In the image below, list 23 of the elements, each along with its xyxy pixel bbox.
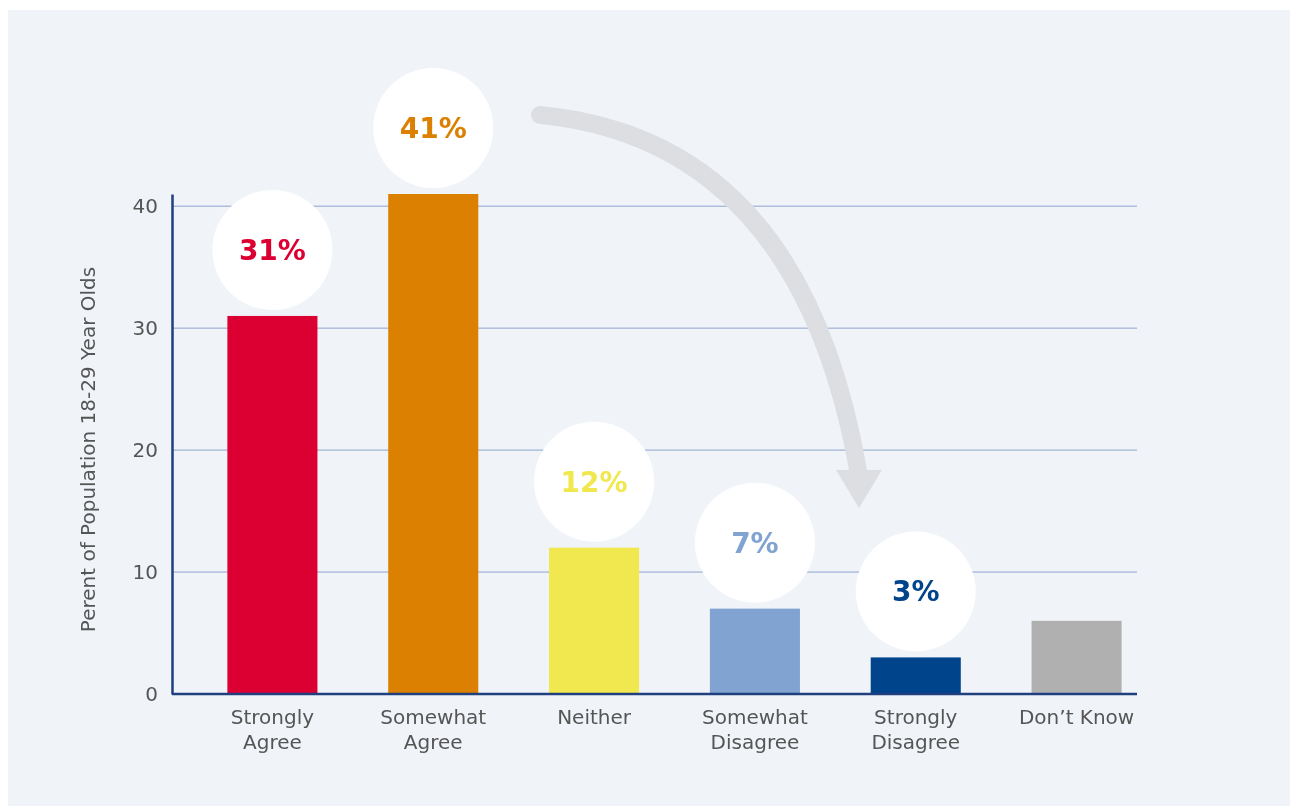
x-tick-label: Somewhat Disagree	[701, 705, 808, 755]
data-label: 12%	[560, 465, 628, 499]
y-axis-title: Perent of Population 18-29 Year Olds	[76, 266, 100, 633]
bar	[549, 547, 640, 694]
bar	[870, 657, 961, 694]
data-label: 41%	[399, 112, 467, 145]
y-tick-label: 10	[132, 559, 158, 584]
data-label: 31%	[238, 233, 306, 267]
bar	[1031, 620, 1122, 694]
x-tick-label: Neither	[557, 705, 632, 730]
bar	[388, 194, 479, 694]
x-tick-label: Strongly Disagree	[871, 705, 961, 755]
data-label: 7%	[731, 526, 779, 560]
bar	[227, 315, 318, 694]
y-tick-label: 30	[132, 316, 158, 341]
data-label: 3%	[891, 575, 940, 609]
x-tick-label: Strongly Agree	[230, 705, 315, 755]
y-tick-label: 40	[132, 194, 158, 219]
x-tick-label: Don’t Know	[1018, 705, 1135, 730]
y-tick-label: 20	[132, 438, 158, 462]
bar	[709, 608, 800, 694]
y-tick-label: 0	[145, 681, 158, 706]
x-tick-label: Somewhat Agree	[380, 705, 487, 755]
